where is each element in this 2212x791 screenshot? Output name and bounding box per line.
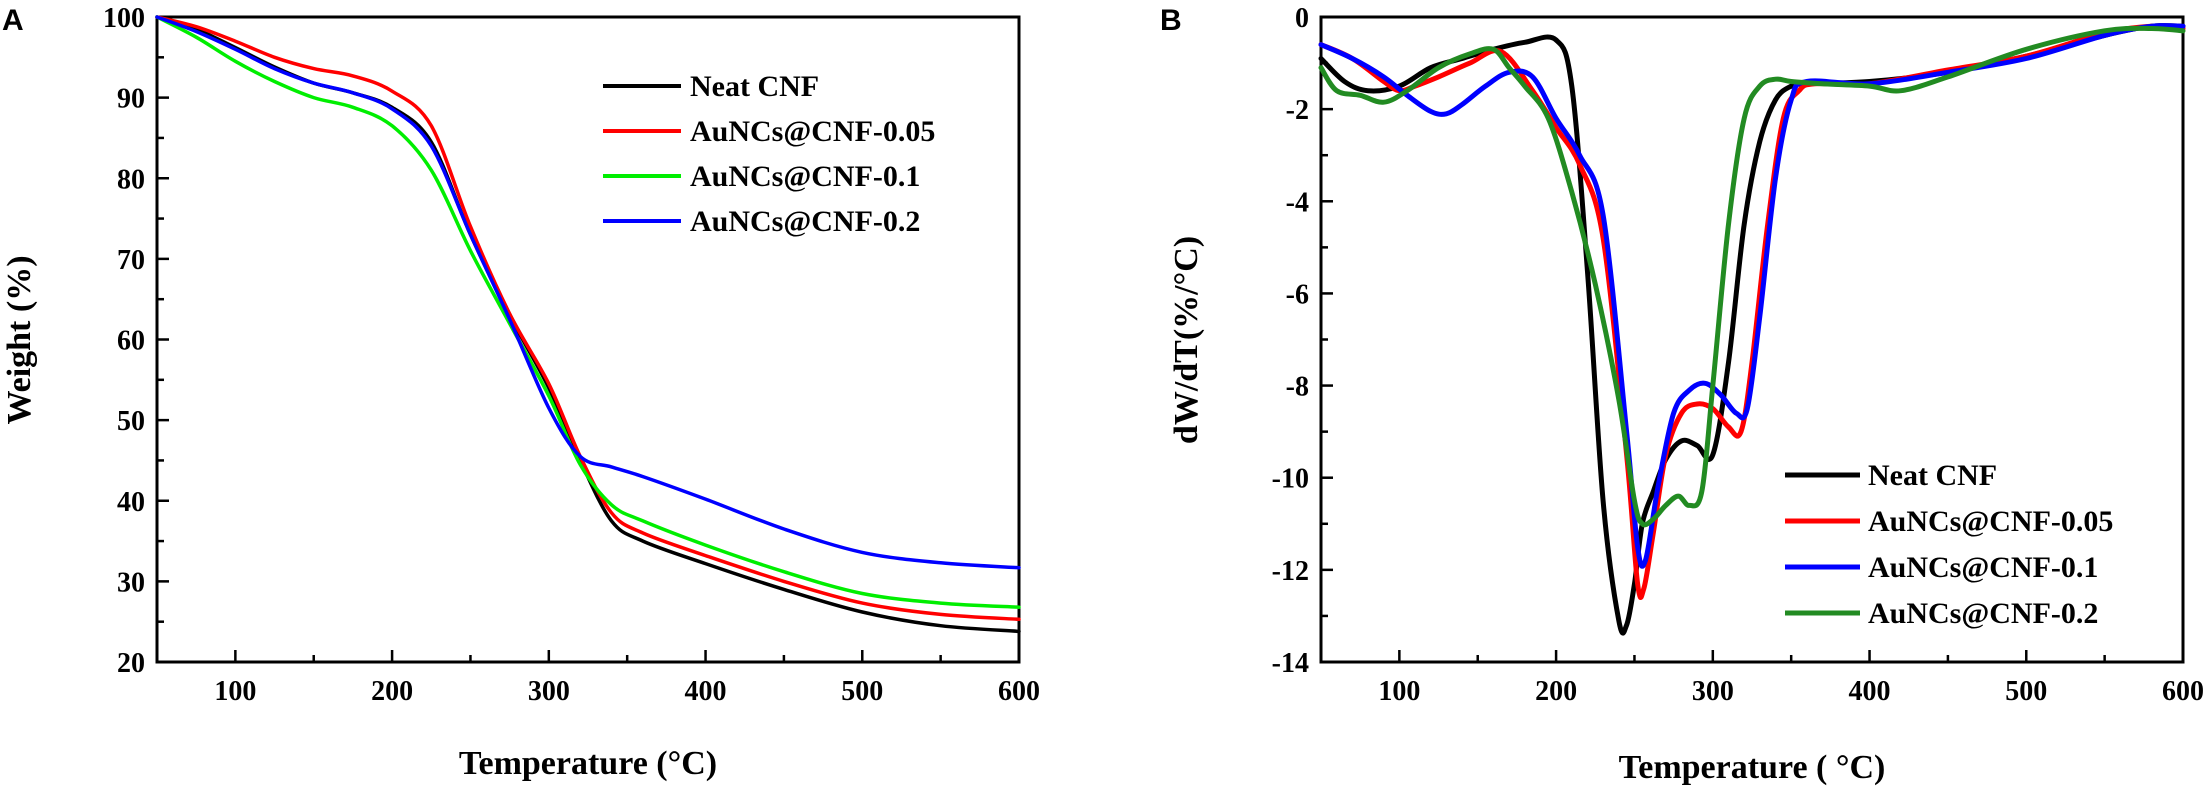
panel-a-y-tick-label: 100	[103, 3, 145, 34]
panel-b-x-tick-label: 500	[2005, 676, 2047, 707]
panel-b-legend-label-aunc-01: AuNCs@CNF-0.1	[1868, 551, 2098, 584]
panel-a-y-tick-label: 80	[117, 164, 145, 195]
panel-b-y-tick-label: -8	[1286, 372, 1309, 403]
panel-b-y-tick-label: -14	[1272, 648, 1309, 679]
panel-b-y-tick-label: 0	[1295, 3, 1309, 34]
panel-b-legend-label-neat-cnf: Neat CNF	[1868, 459, 1997, 492]
panel-a-label: A	[2, 4, 24, 37]
panel-b-y-tick-label: -10	[1272, 464, 1309, 495]
panel-b-x-tick-label: 100	[1378, 676, 1420, 707]
panel-a-y-tick-label: 50	[117, 406, 145, 437]
panel-a-x-tick-label: 600	[998, 676, 1040, 707]
panel-b-series-line-3	[1318, 25, 2186, 528]
panel-a-legend: Neat CNF AuNCs@CNF-0.05 AuNCs@CNF-0.1 Au…	[603, 70, 935, 238]
panel-a-y-tick-label: 70	[117, 245, 145, 276]
panel-b-legend-label-aunc-005: AuNCs@CNF-0.05	[1868, 505, 2113, 538]
panel-a-y-tick-label: 90	[117, 84, 145, 115]
panel-a-legend-label-neat-cnf: Neat CNF	[690, 70, 819, 103]
panel-a-series-line-2	[155, 15, 1021, 609]
panel-a-series-line-0	[155, 15, 1021, 634]
panel-a-legend-label-aunc-02: AuNCs@CNF-0.2	[690, 205, 920, 238]
panel-a-x-tick-label: 500	[841, 676, 883, 707]
panel-a-y-tick-label: 60	[117, 326, 145, 357]
panel-a-series-line-3	[155, 15, 1021, 570]
panel-a-x-tick-label: 400	[685, 676, 727, 707]
panel-a-ticks: 100 200 300 400 500 600 20 30 40 50 60 70 80 90 100	[103, 3, 1040, 707]
panel-b-ticks: 100 200 300 400 500 600 0 -2 -4 -6 -8 -10 -12 -14	[1272, 3, 2204, 707]
panel-b-x-tick-label: 200	[1535, 676, 1577, 707]
panel-b-y-tick-label: -6	[1286, 279, 1309, 310]
panel-b-y-tick-label: -12	[1272, 556, 1309, 587]
panel-b-x-tick-label: 300	[1692, 676, 1734, 707]
panel-a-plot-frame	[155, 15, 1021, 664]
panel-b-x-axis-title: Temperature ( °C)	[1619, 749, 1886, 786]
panel-a-x-tick-label: 300	[528, 676, 570, 707]
panel-b-series-line-2	[1318, 23, 2186, 569]
panel-a-series-line-1	[155, 15, 1021, 622]
panel-a: A 100 200 300 400 500 600 20 30 40 50 60 70 80 90100 …	[1, 3, 1040, 782]
panel-a-x-tick-label: 100	[214, 676, 256, 707]
panel-b-series-line-0	[1318, 23, 2186, 636]
panel-b: B 100 200 300 400 500 600 0 -2 -4 -6 -8 -10 -12 -14 T…	[1160, 3, 2204, 786]
panel-a-y-tick-label: 40	[117, 487, 145, 518]
panel-b-legend: Neat CNF AuNCs@CNF-0.05 AuNCs@CNF-0.1 Au…	[1785, 459, 2113, 630]
panel-b-x-tick-label: 400	[1849, 676, 1891, 707]
panel-b-legend-label-aunc-02: AuNCs@CNF-0.2	[1868, 597, 2098, 630]
panel-b-y-axis-title: dW/dT(%/°C)	[1168, 236, 1205, 444]
panel-a-y-axis-title: Weight (%)	[1, 255, 38, 424]
panel-b-x-tick-label: 600	[2162, 676, 2204, 707]
panel-b-y-tick-label: -4	[1286, 187, 1309, 218]
panel-b-y-tick-label: -2	[1286, 95, 1309, 126]
panel-a-legend-label-aunc-005: AuNCs@CNF-0.05	[690, 115, 935, 148]
panel-a-x-tick-label: 200	[371, 676, 413, 707]
panel-a-y-tick-label: 20	[117, 648, 145, 679]
panel-a-legend-label-aunc-01: AuNCs@CNF-0.1	[690, 160, 920, 193]
panel-b-label: B	[1160, 4, 1182, 37]
panel-a-x-axis-title: Temperature (°C)	[459, 745, 717, 782]
panel-a-y-tick-label: 30	[117, 567, 145, 598]
panel-a-series-layer	[155, 15, 1021, 634]
panel-b-series-layer	[1318, 23, 2186, 636]
